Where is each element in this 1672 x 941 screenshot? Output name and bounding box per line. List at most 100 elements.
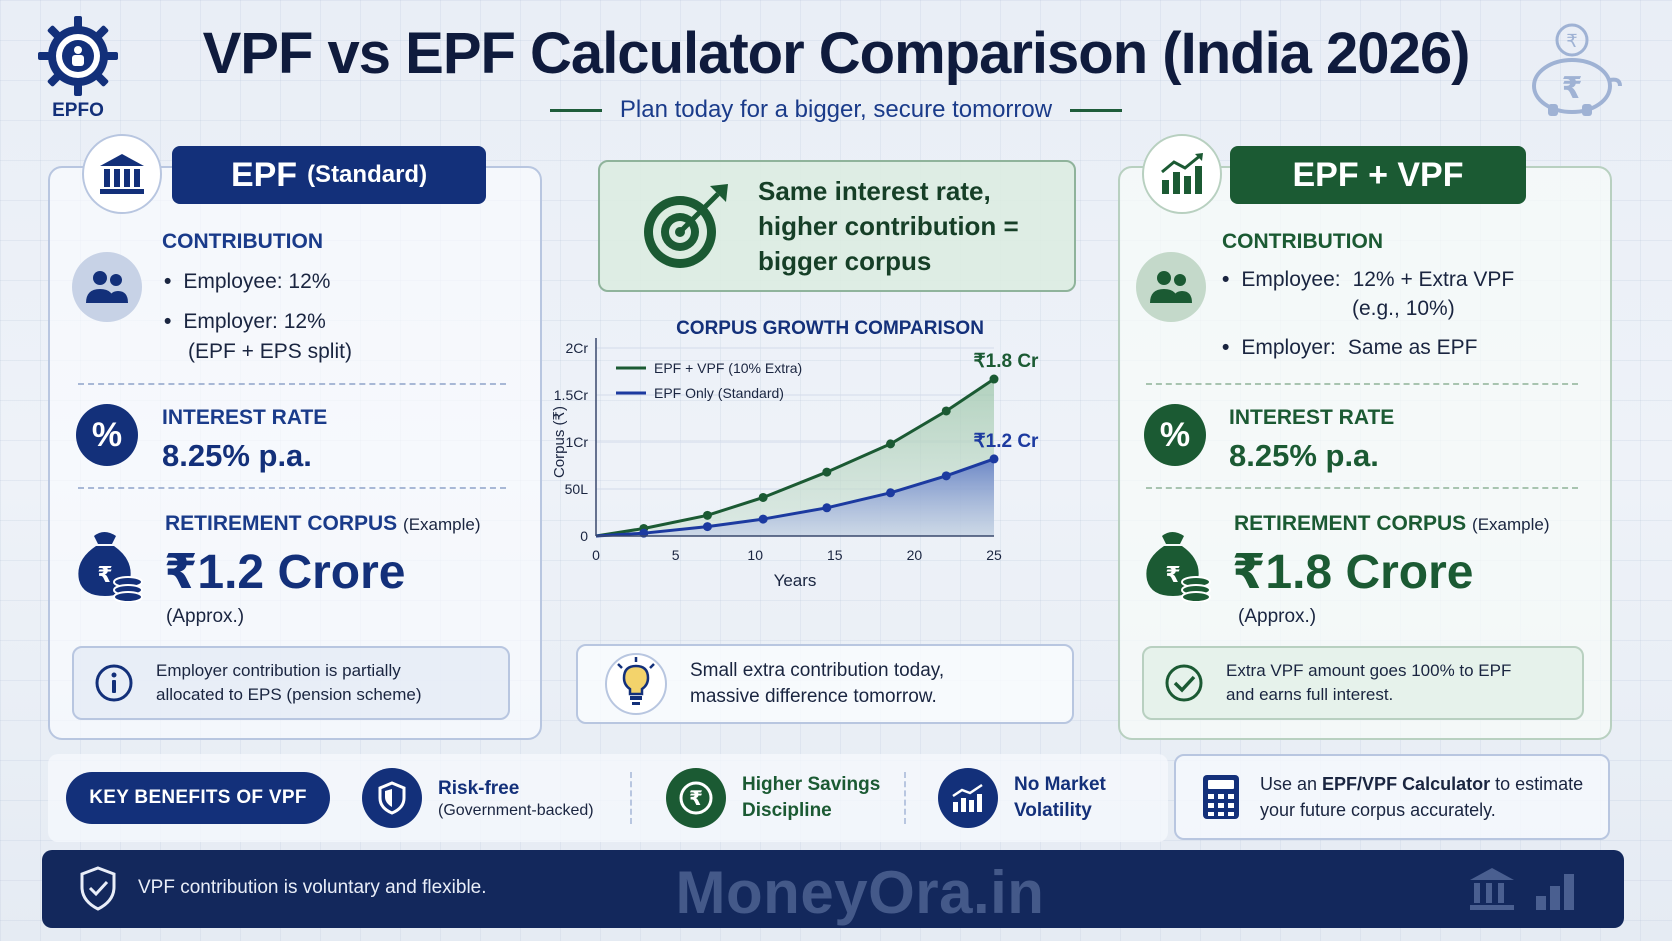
subtitle-line-left xyxy=(549,108,602,112)
vpf-interest-value: 8.25% p.a. xyxy=(1229,438,1379,473)
vpf-employee-label: Employee: xyxy=(1241,268,1341,291)
chart-legend: EPF + VPF (10% Extra) EPF Only (Standard) xyxy=(616,360,802,401)
bank-bars-watermark-icon xyxy=(1470,868,1574,910)
rupee-coin-icon: ₹ xyxy=(679,781,713,815)
vpf-corpus-title: RETIREMENT CORPUS (Example) xyxy=(1234,512,1550,536)
brand-watermark: MoneyOra.in xyxy=(675,859,1045,926)
epf-note-text: Employer contribution is partially alloc… xyxy=(156,659,422,707)
highlight-text: Same interest rate, higher contribution … xyxy=(758,174,1019,279)
vpf-corpus-example: (Example) xyxy=(1472,515,1550,534)
benefit-no-volatility: No Market Volatility xyxy=(938,768,1106,828)
epf-vpf-heading-title: EPF + VPF xyxy=(1292,155,1464,194)
logo-text: EPFO xyxy=(52,100,104,121)
epf-employer-note: (EPF + EPS split) xyxy=(188,340,352,363)
benefit-savings-title-1: Higher Savings xyxy=(742,774,881,795)
shield-icon-circle xyxy=(362,768,422,828)
highlight-line3: bigger corpus xyxy=(758,245,932,276)
epf-interest-value: 8.25% p.a. xyxy=(162,438,312,473)
shield-icon xyxy=(378,781,406,815)
benefit-volatility-title-1: No Market xyxy=(1014,774,1106,795)
epf-heading: EPF (Standard) xyxy=(172,146,486,204)
series-end-label: ₹1.8 Cr xyxy=(974,351,1040,372)
bullet-dot: • xyxy=(1222,336,1230,359)
subtitle-row: Plan today for a bigger, secure tomorrow xyxy=(500,96,1172,124)
chart-areas xyxy=(596,379,994,536)
divider xyxy=(78,487,506,489)
y-tick-label: 2Cr xyxy=(565,340,588,356)
epf-note-line2: allocated to EPS (pension scheme) xyxy=(156,685,422,704)
benefit-risk-free-title: Risk-free xyxy=(438,778,520,799)
calculator-line1: Use an EPF/VPF Calculator to estimate xyxy=(1260,771,1583,797)
benefit-risk-free-text: Risk-free (Government-backed) xyxy=(438,776,594,820)
people-icon xyxy=(1150,271,1192,303)
vpf-corpus-title-text: RETIREMENT CORPUS xyxy=(1234,512,1467,535)
epf-corpus-title-text: RETIREMENT CORPUS xyxy=(165,512,398,535)
benefit-savings-text: Higher Savings Discipline xyxy=(742,772,880,824)
money-bag-icon: ₹ xyxy=(78,532,143,602)
chart-title: CORPUS GROWTH COMPARISON xyxy=(676,318,984,339)
calculator-suffix: to estimate xyxy=(1490,774,1584,794)
divider xyxy=(1146,383,1578,385)
percent-icon-circle: % xyxy=(76,404,138,466)
target-icon xyxy=(644,184,728,268)
footer-text: VPF contribution is voluntary and flexib… xyxy=(138,877,487,898)
benefit-volatility-title-2: Volatility xyxy=(1014,800,1092,821)
bullet-dot: • xyxy=(1222,268,1230,291)
vpf-employee-eg: (e.g., 10%) xyxy=(1352,297,1455,320)
data-point xyxy=(758,514,768,524)
epf-heading-title: EPF xyxy=(230,155,298,194)
epf-contribution-title: CONTRIBUTION xyxy=(162,230,323,253)
bullet-dot: • xyxy=(164,270,172,293)
vpf-note-text: Extra VPF amount goes 100% to EPF and ea… xyxy=(1226,659,1511,707)
y-tick-label: 1.5Cr xyxy=(554,387,589,403)
calculator-icon xyxy=(1203,775,1239,819)
chart-lines xyxy=(595,377,995,538)
calculator-bold: EPF/VPF Calculator xyxy=(1322,774,1491,794)
epf-corpus-value: ₹1.2 Crore xyxy=(164,546,406,599)
benefit-savings-discipline: ₹ Higher Savings Discipline xyxy=(666,768,880,828)
vpf-note-line2: and earns full interest. xyxy=(1226,685,1394,704)
vpf-employer-label: Employer: xyxy=(1241,336,1336,359)
page-title: VPF vs EPF Calculator Comparison (India … xyxy=(202,21,1471,86)
key-benefits-label: KEY BENEFITS OF VPF xyxy=(66,772,330,824)
x-tick-label: 20 xyxy=(907,547,923,563)
series-line-1 xyxy=(595,457,995,538)
growth-icon-circle xyxy=(1142,134,1222,214)
epf-vpf-heading: EPF + VPF xyxy=(1230,146,1526,204)
data-point xyxy=(886,488,896,498)
data-point xyxy=(822,467,832,477)
percent-icon-circle-green: % xyxy=(1144,404,1206,466)
benefit-separator xyxy=(630,772,632,824)
bullet-dot: • xyxy=(164,310,172,333)
chart-labels: ₹1.8 Cr ₹1.2 Cr Years Corpus (₹) xyxy=(551,351,1039,590)
epf-heading-sub: (Standard) xyxy=(307,161,428,188)
epf-vpf-card xyxy=(1118,166,1612,740)
epf-corpus-title: RETIREMENT CORPUS (Example) xyxy=(165,512,481,536)
vpf-employee-item: • Employee: 12% + Extra VPF xyxy=(1222,268,1514,292)
benefit-risk-free-sub: (Government-backed) xyxy=(438,802,594,819)
highlight-box: Same interest rate, higher contribution … xyxy=(598,160,1076,292)
benefit-risk-free: Risk-free (Government-backed) xyxy=(362,768,594,828)
y-tick-label: 0 xyxy=(580,528,588,544)
divider xyxy=(1146,487,1578,489)
vpf-contribution-title: CONTRIBUTION xyxy=(1222,230,1383,253)
svg-text:₹: ₹ xyxy=(1562,71,1583,106)
shield-check-icon xyxy=(80,866,116,911)
calculator-line2: your future corpus accurately. xyxy=(1260,800,1496,820)
epf-employer-text: Employer: 12% xyxy=(183,310,326,333)
footer-bar xyxy=(42,850,1624,928)
highlight-line2: higher contribution = xyxy=(758,210,1019,241)
data-point xyxy=(941,471,951,481)
vpf-employer-value: Same as EPF xyxy=(1347,336,1478,359)
legend-label: EPF + VPF (10% Extra) xyxy=(654,360,802,376)
tip-line1: Small extra contribution today, xyxy=(690,660,945,681)
data-point xyxy=(702,510,712,520)
epf-corpus-example: (Example) xyxy=(403,515,481,534)
benefit-volatility-text: No Market Volatility xyxy=(1014,772,1106,824)
people-icon-circle-green xyxy=(1136,252,1206,322)
x-tick-label: 5 xyxy=(672,547,680,563)
vpf-corpus-approx: (Approx.) xyxy=(1238,606,1317,627)
stable-graph-icon-circle xyxy=(938,768,998,828)
data-point xyxy=(989,374,999,384)
data-point xyxy=(702,522,712,532)
